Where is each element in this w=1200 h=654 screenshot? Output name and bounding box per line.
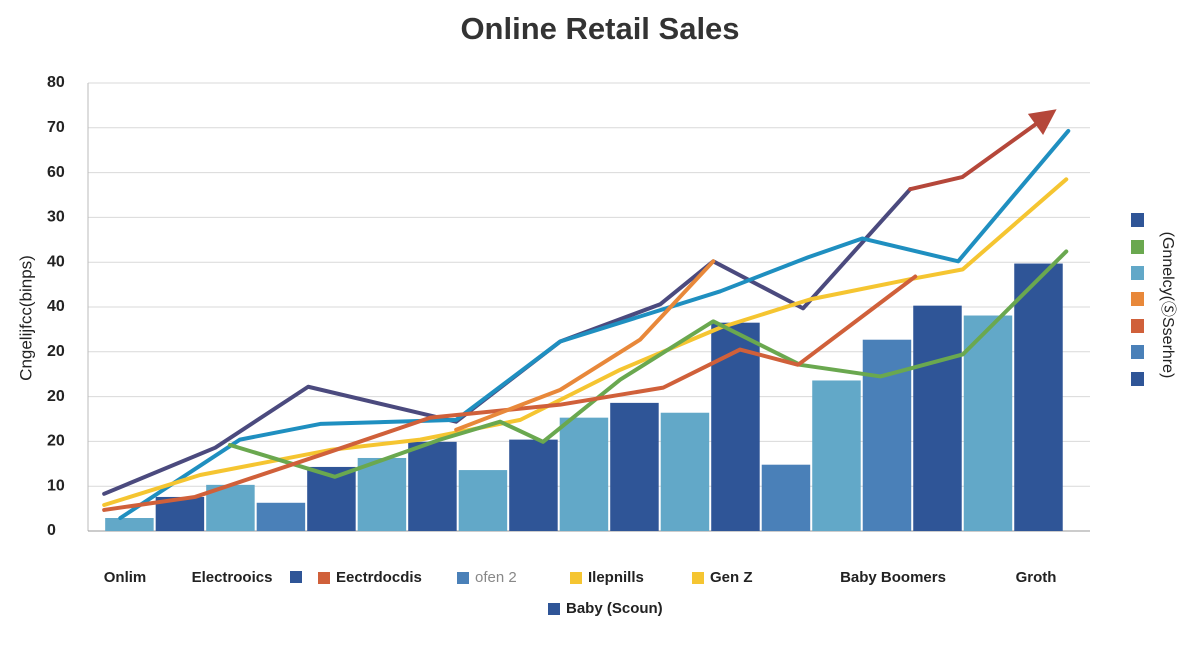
legend-label: Ilepnills <box>588 569 644 586</box>
side-swatches <box>1131 213 1144 386</box>
legend-swatch <box>457 572 469 584</box>
legend-label: ofen 2 <box>475 569 517 586</box>
y-tick-label: 80 <box>47 74 65 91</box>
swatch <box>1131 240 1144 254</box>
line <box>908 111 1053 192</box>
bar <box>509 439 558 531</box>
y-tick-label: 40 <box>47 298 65 315</box>
y-tick-label: 60 <box>47 164 65 181</box>
y-tick-label: 20 <box>47 433 65 450</box>
bar <box>559 417 609 531</box>
line <box>118 128 1071 521</box>
bar <box>913 305 962 531</box>
arrow-head <box>1027 109 1057 135</box>
bar <box>711 322 760 531</box>
legend-label: Gen Z <box>710 569 753 586</box>
bottom-label: Groth <box>1016 569 1057 586</box>
y-tick-label: 70 <box>47 119 65 136</box>
y2-axis-label: (Gnnelcy(ⓈSserhre) <box>1159 232 1177 379</box>
bar <box>1014 263 1063 531</box>
bar <box>660 412 710 531</box>
legend-label: Eectrdocdis <box>336 569 422 586</box>
swatch <box>1131 213 1144 227</box>
legend-label: Baby (Scoun) <box>566 600 663 617</box>
bar <box>610 402 659 531</box>
bar <box>458 470 508 531</box>
y-tick-label: 40 <box>47 253 65 270</box>
chart-title: Online Retail Sales <box>460 11 739 46</box>
bottom-label: Baby Boomers <box>840 569 946 586</box>
y-tick-label: 30 <box>47 209 65 226</box>
legend-swatch <box>548 603 560 615</box>
bar <box>357 457 407 531</box>
bar <box>812 380 861 531</box>
bar <box>256 502 306 531</box>
line <box>102 177 1069 508</box>
y-tick-label: 20 <box>47 343 65 360</box>
line <box>102 274 918 512</box>
bar <box>105 518 154 531</box>
bottom-label: Onlim <box>104 569 147 586</box>
line <box>454 259 716 432</box>
swatch <box>290 571 302 583</box>
y-tick-label: 10 <box>47 477 65 494</box>
y-tick-label: 0 <box>47 522 56 539</box>
swatch <box>1131 345 1144 359</box>
swatch <box>1131 266 1144 280</box>
line <box>227 249 1069 479</box>
bar <box>408 441 457 531</box>
swatch <box>1131 372 1144 386</box>
swatch <box>1131 292 1144 306</box>
y-tick-label: 20 <box>47 388 65 405</box>
y-axis-label: Cngelijfcc(binps) <box>16 255 35 381</box>
legend-swatch <box>318 572 330 584</box>
bar <box>963 315 1013 531</box>
legend-swatch <box>570 572 582 584</box>
swatch <box>1131 319 1144 333</box>
bottom-label: Electrooics <box>192 569 273 586</box>
bar <box>761 464 811 531</box>
legend-swatch <box>692 572 704 584</box>
